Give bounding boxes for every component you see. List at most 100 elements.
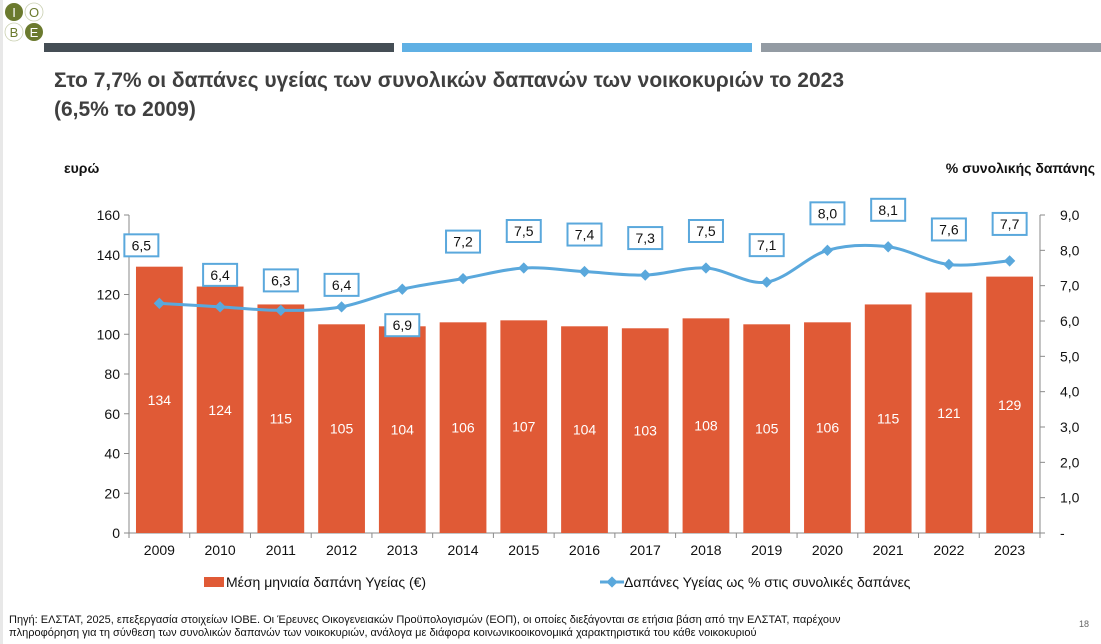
legend-line-swatch [600, 576, 624, 588]
bar [804, 322, 851, 533]
bar-value-label: 129 [998, 397, 1022, 413]
line-value-label: 7,4 [575, 227, 595, 243]
left-tick-label: 80 [104, 366, 120, 382]
svg-text:B: B [10, 25, 19, 40]
title-line-1: Στο 7,7% οι δαπάνες υγείας των συνολικών… [54, 69, 845, 92]
bar [925, 292, 973, 533]
line-value-label: 8,0 [818, 205, 838, 221]
line-value-label: 6,4 [332, 277, 352, 293]
legend-bars: Μέση μηνιαία δαπάνη Υγείας (€) [204, 574, 426, 590]
line-point-marker [943, 258, 955, 271]
source-footnote: Πηγή: ΕΛΣΤΑΤ, 2025, επεξεργασία στοιχείω… [9, 614, 1059, 640]
x-tick-label: 2010 [205, 542, 236, 558]
footnote-line-1: Πηγή: ΕΛΣΤΑΤ, 2025, επεξεργασία στοιχείω… [9, 614, 841, 626]
svg-text:I: I [12, 5, 16, 20]
legend-bar-label: Μέση μηνιαία δαπάνη Υγείας (€) [226, 574, 427, 590]
x-tick-label: 2018 [690, 542, 721, 558]
bar [682, 318, 730, 533]
line-point-marker [457, 272, 469, 285]
bar [196, 286, 244, 533]
x-tick-label: 2012 [326, 542, 357, 558]
line-point-marker [578, 265, 591, 278]
bar-value-label: 115 [877, 411, 900, 427]
right-tick-label: 8,0 [1060, 242, 1080, 258]
line-value-label: 7,5 [514, 223, 534, 239]
line-point-marker [700, 262, 712, 274]
line-value-label: 8,1 [878, 202, 898, 218]
left-tick-label: 60 [104, 406, 120, 422]
line-point-marker [821, 244, 834, 256]
line-point-marker [518, 262, 530, 274]
left-tick-label: 100 [97, 326, 121, 342]
right-tick-label: 5,0 [1060, 348, 1080, 364]
footnote-line-2: πληροφόρηση για τη σύνθεση των συνολικών… [9, 627, 757, 639]
bar [864, 304, 912, 533]
line-value-label-box [748, 233, 785, 258]
left-tick-label: 120 [97, 287, 121, 303]
right-axis-title: % συνολικής δαπάνης [945, 160, 1095, 176]
line-value-label: 7,2 [453, 234, 473, 250]
line-point-marker [396, 283, 408, 295]
title-line-2: (6,5% το 2009) [54, 98, 196, 121]
left-axis-title: ευρώ [64, 160, 100, 176]
bar-value-label: 121 [937, 405, 961, 421]
line-value-label-box [384, 313, 421, 338]
line-value-label-box [262, 268, 299, 293]
bar-value-label: 124 [208, 402, 232, 418]
left-tick-label: 0 [112, 525, 120, 541]
header-strip-dark [44, 43, 394, 52]
bar-value-label: 103 [634, 423, 658, 439]
line-point-marker [761, 276, 773, 288]
x-tick-label: 2015 [508, 542, 539, 558]
svg-text:E: E [30, 25, 39, 40]
line-point-marker [639, 269, 651, 281]
right-tick-label: 6,0 [1060, 313, 1080, 329]
left-tick-label: 160 [97, 207, 121, 223]
legend-line: Δαπάνες Υγείας ως % στις συνολικές δαπάν… [600, 574, 910, 590]
bar [257, 304, 305, 533]
line-value-label: 6,5 [132, 237, 152, 253]
line-value-label: 7,1 [757, 237, 777, 253]
svg-text:O: O [29, 5, 39, 20]
bar-value-label: 106 [816, 420, 840, 436]
x-tick-label: 2020 [812, 542, 843, 558]
bar-value-label: 104 [573, 422, 597, 438]
line-value-label-box [566, 222, 603, 247]
bar-value-label: 106 [451, 420, 475, 436]
line-value-label: 6,3 [271, 272, 291, 288]
x-tick-label: 2013 [387, 542, 418, 558]
bar-value-label: 105 [330, 421, 354, 437]
bar-value-label: 105 [755, 421, 779, 437]
bar [500, 320, 548, 533]
right-tick-label: - [1060, 525, 1065, 541]
right-tick-label: 9,0 [1060, 207, 1080, 223]
line-point-marker [214, 301, 226, 313]
header-strip-blue [402, 43, 752, 52]
legend-line-label: Δαπάνες Υγείας ως % στις συνολικές δαπάν… [624, 574, 911, 590]
line-point-marker [1003, 255, 1016, 267]
line-value-label-box [687, 219, 724, 243]
x-tick-label: 2021 [873, 542, 904, 558]
bar [318, 324, 365, 533]
x-tick-label: 2017 [630, 542, 661, 558]
bar [378, 326, 426, 533]
line-value-label: 7,5 [696, 223, 716, 239]
bar [621, 328, 669, 533]
line-value-label-box [991, 211, 1028, 236]
line-value-label-box [445, 229, 482, 254]
bar-value-label: 115 [270, 411, 293, 427]
iobe-logo: I O B E [4, 2, 44, 42]
line-value-label-box [323, 272, 360, 297]
line-value-label-box [870, 197, 907, 222]
right-tick-label: 7,0 [1060, 278, 1080, 294]
right-tick-label: 2,0 [1060, 454, 1080, 470]
line-value-label-box [123, 233, 160, 258]
bar [986, 276, 1034, 533]
legend-bar-swatch [204, 577, 224, 587]
page-number: 18 [1078, 619, 1089, 629]
line-value-label: 7,7 [1000, 216, 1020, 232]
line-value-label-box [930, 217, 967, 242]
bar [135, 266, 183, 533]
page-title: Στο 7,7% οι δαπάνες υγείας των συνολικών… [54, 66, 1054, 124]
